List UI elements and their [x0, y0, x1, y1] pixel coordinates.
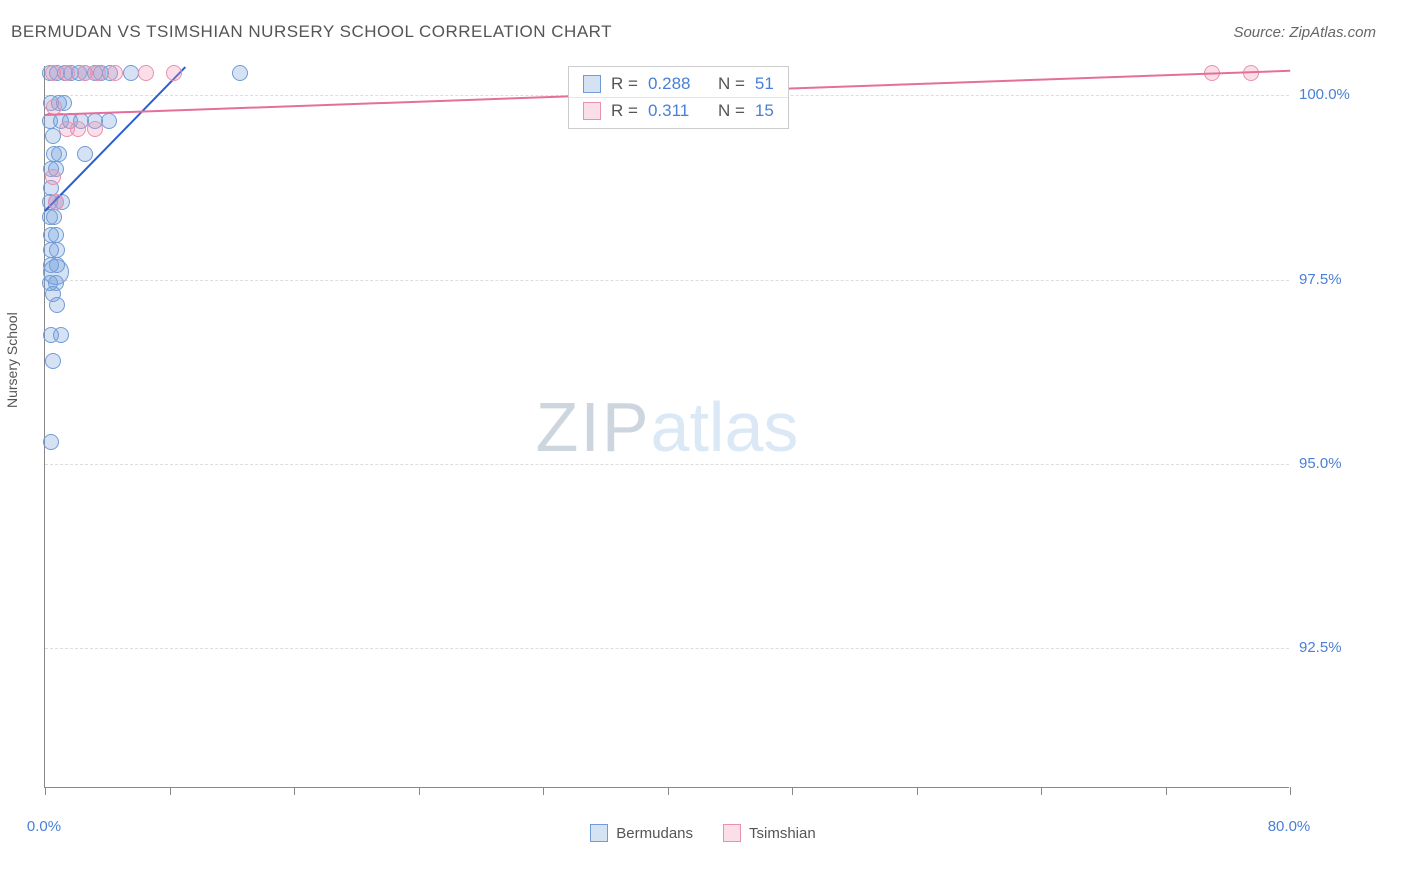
legend-item: Tsimshian — [723, 824, 816, 842]
scatter-point — [49, 297, 65, 313]
scatter-point — [45, 353, 61, 369]
chart-legend: Bermudans Tsimshian — [0, 824, 1406, 842]
x-tick — [917, 787, 918, 795]
scatter-point — [107, 65, 123, 81]
stats-n-value: 15 — [755, 101, 774, 121]
scatter-point — [49, 242, 65, 258]
x-tick — [792, 787, 793, 795]
x-tick — [543, 787, 544, 795]
scatter-point — [138, 65, 154, 81]
scatter-point — [232, 65, 248, 81]
scatter-point — [77, 146, 93, 162]
chart-header: BERMUDAN VS TSIMSHIAN NURSERY SCHOOL COR… — [0, 0, 1406, 52]
chart-title: BERMUDAN VS TSIMSHIAN NURSERY SCHOOL COR… — [11, 22, 612, 42]
scatter-point — [59, 65, 75, 81]
correlation-stats-box: R = 0.288 N = 51 R = 0.311 N = 15 — [568, 66, 789, 129]
x-tick — [1041, 787, 1042, 795]
watermark-atlas: atlas — [651, 388, 799, 466]
stats-n-value: 51 — [755, 74, 774, 94]
scatter-point — [87, 121, 103, 137]
x-tick — [668, 787, 669, 795]
x-tick — [419, 787, 420, 795]
stats-n-label: N = — [718, 74, 745, 94]
stats-r-value: 0.311 — [648, 101, 708, 121]
x-tick — [1166, 787, 1167, 795]
x-tick-label: 0.0% — [4, 818, 84, 835]
legend-swatch — [723, 824, 741, 842]
legend-swatch — [583, 102, 601, 120]
scatter-point — [43, 434, 59, 450]
source-attribution: Source: ZipAtlas.com — [1233, 24, 1376, 41]
y-tick-label: 97.5% — [1299, 271, 1379, 288]
watermark: ZIPatlas — [536, 387, 799, 467]
watermark-zip: ZIP — [536, 388, 651, 466]
stats-r-label: R = — [611, 101, 638, 121]
legend-label: Bermudans — [616, 825, 693, 842]
gridline-horizontal — [45, 464, 1289, 465]
scatter-point — [166, 65, 182, 81]
gridline-horizontal — [45, 648, 1289, 649]
legend-swatch — [583, 75, 601, 93]
stats-r-value: 0.288 — [648, 74, 708, 94]
y-tick-label: 100.0% — [1299, 86, 1379, 103]
y-axis-label: Nursery School — [4, 312, 20, 408]
gridline-horizontal — [45, 280, 1289, 281]
scatter-point — [48, 194, 64, 210]
scatter-point — [45, 169, 61, 185]
y-tick-label: 92.5% — [1299, 639, 1379, 656]
legend-item: Bermudans — [590, 824, 693, 842]
stats-n-label: N = — [718, 101, 745, 121]
scatter-point — [51, 146, 67, 162]
scatter-point — [101, 113, 117, 129]
plot-area: ZIPatlas — [44, 66, 1289, 788]
scatter-point — [70, 121, 86, 137]
x-tick — [45, 787, 46, 795]
stats-r-label: R = — [611, 74, 638, 94]
scatter-point — [46, 209, 62, 225]
x-tick — [294, 787, 295, 795]
scatter-point — [53, 327, 69, 343]
legend-label: Tsimshian — [749, 825, 816, 842]
stats-row: R = 0.311 N = 15 — [569, 97, 788, 124]
scatter-point — [48, 227, 64, 243]
stats-row: R = 0.288 N = 51 — [569, 71, 788, 97]
x-tick-label: 80.0% — [1249, 818, 1329, 835]
y-tick-label: 95.0% — [1299, 455, 1379, 472]
legend-swatch — [590, 824, 608, 842]
scatter-point — [49, 257, 65, 273]
scatter-point — [123, 65, 139, 81]
scatter-point — [46, 99, 62, 115]
scatter-point — [90, 65, 106, 81]
x-tick — [170, 787, 171, 795]
trend-line — [44, 66, 185, 211]
x-tick — [1290, 787, 1291, 795]
